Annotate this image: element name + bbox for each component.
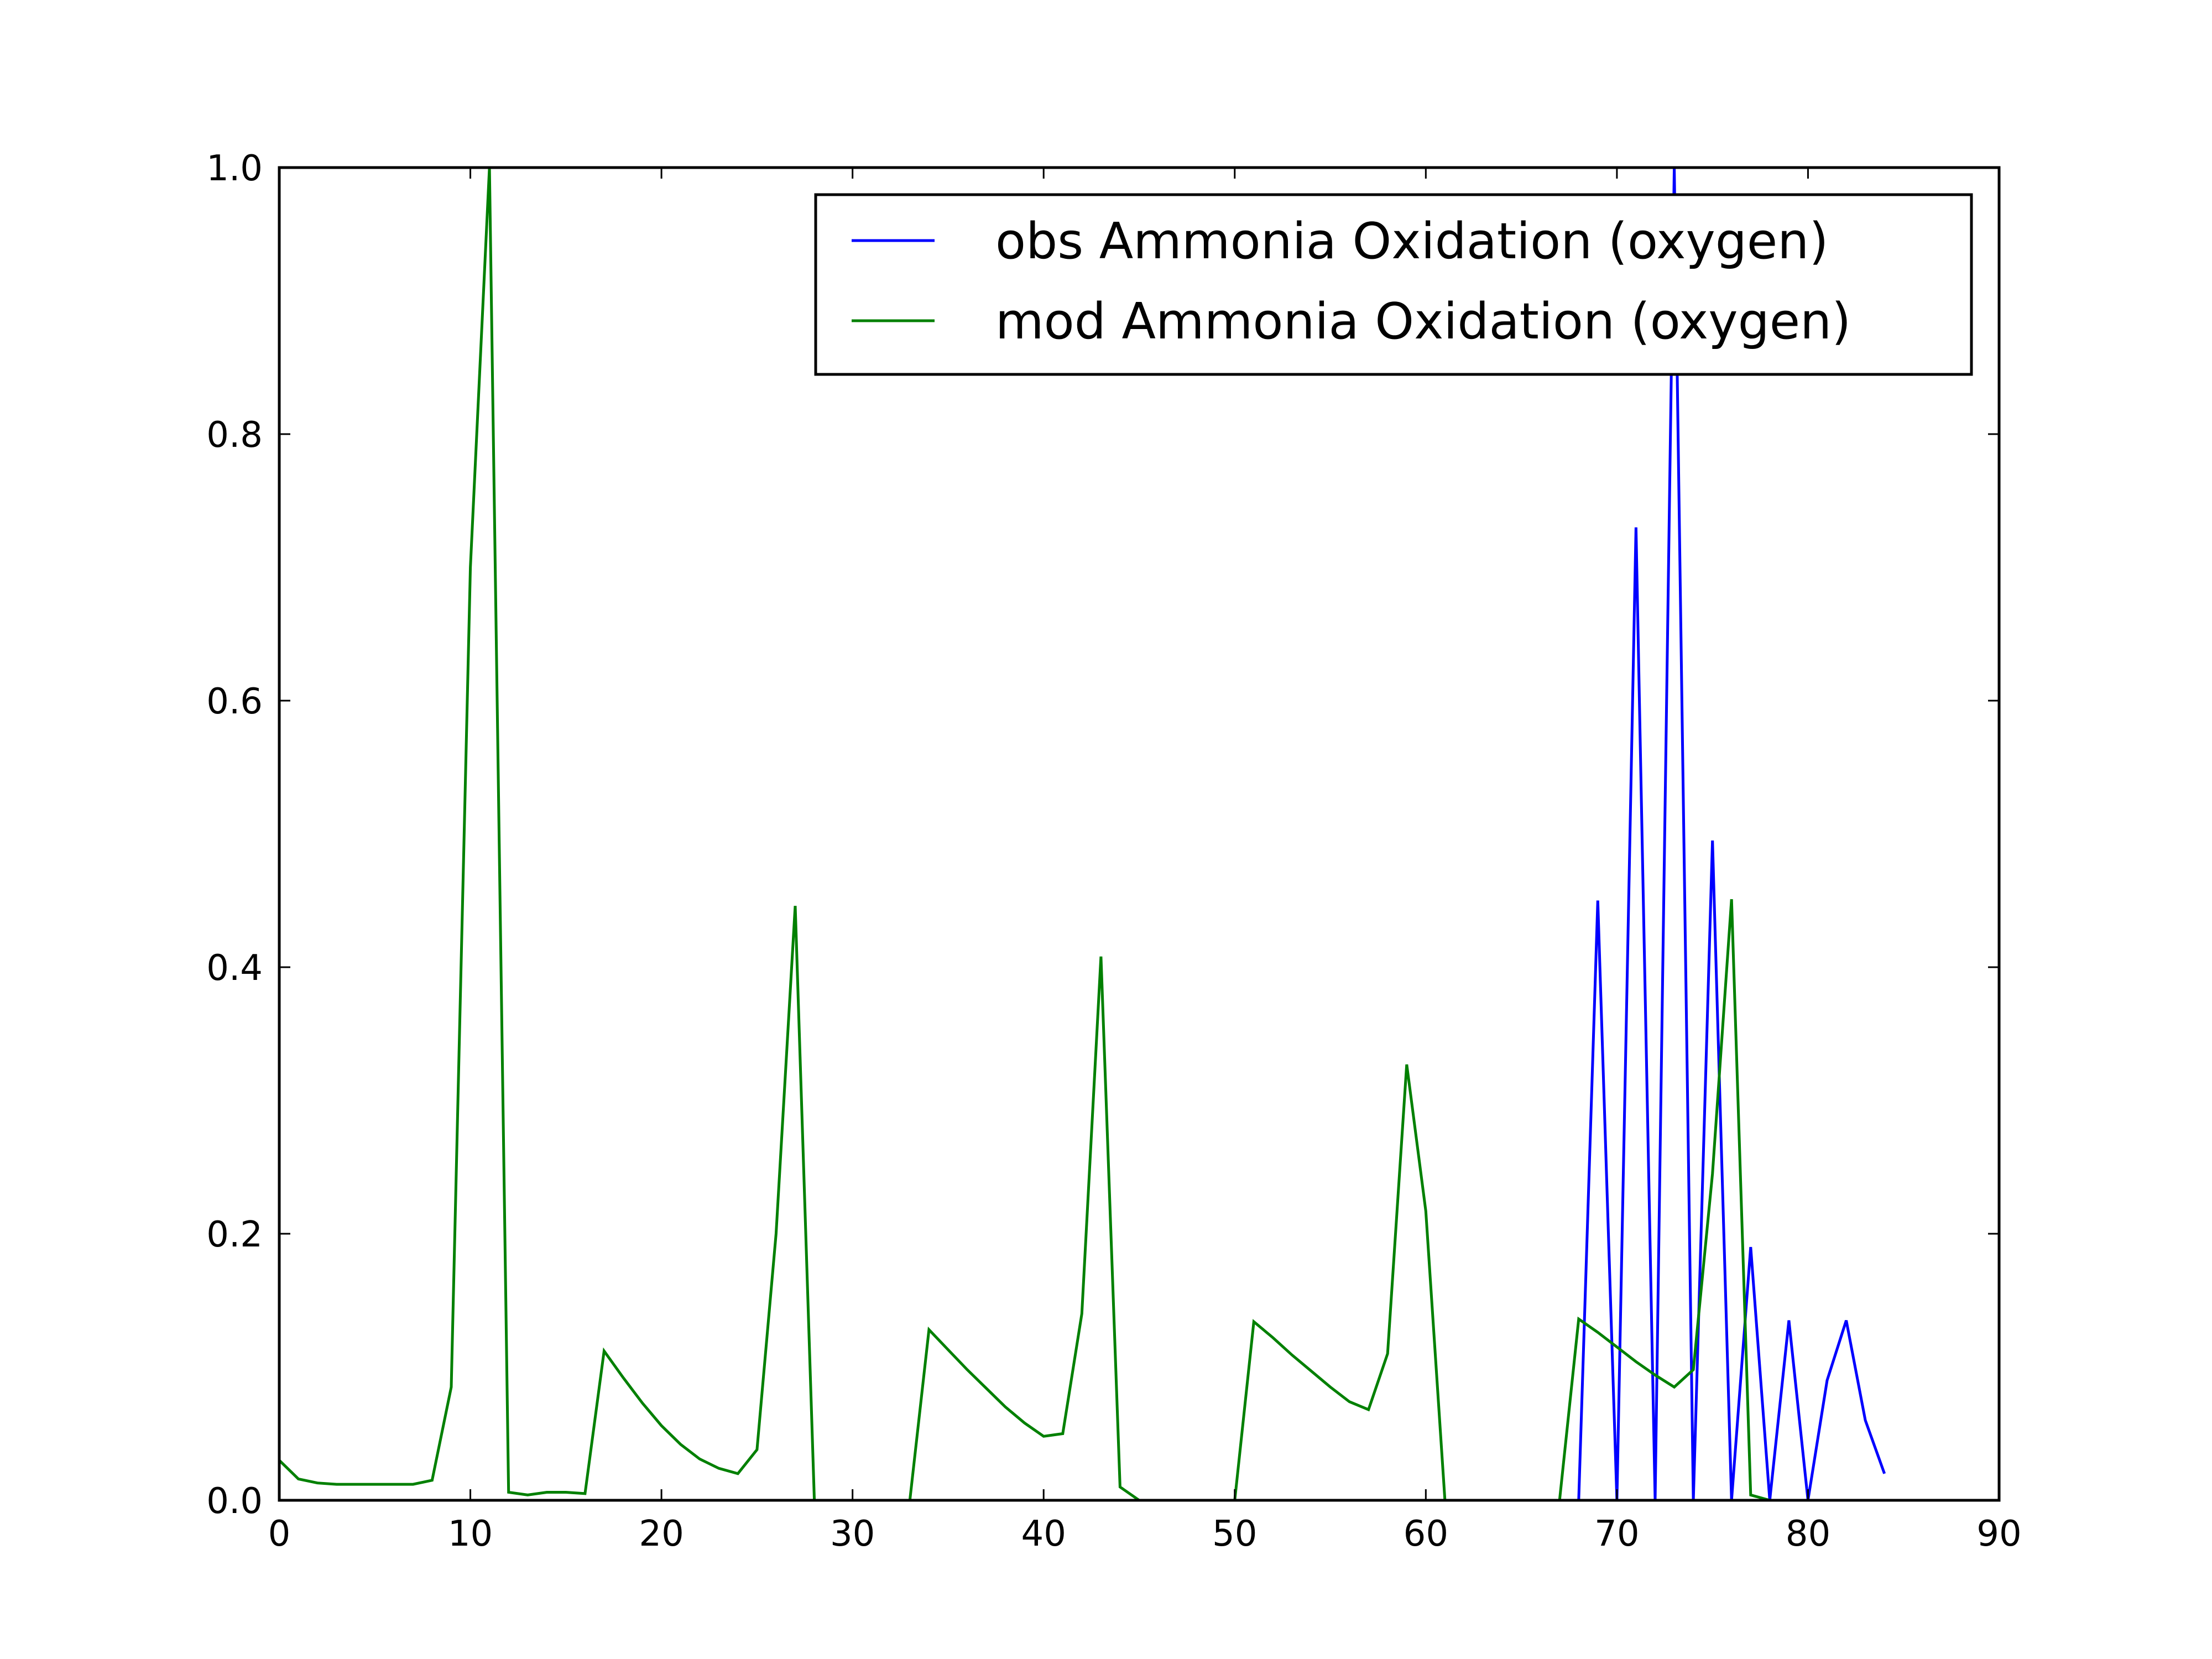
x-tick-label: 30 (830, 1514, 875, 1554)
legend-box (814, 193, 1973, 376)
legend-label-obs: obs Ammonia Oxidation (oxygen) (995, 212, 1828, 270)
x-tick-label: 0 (268, 1514, 291, 1554)
tick-layer: 0 10 20 30 40 50 60 70 80 90 0.0 0.2 0.4 0.6 0.8 1.0 (206, 148, 2022, 1554)
x-tick-label: 60 (1404, 1514, 1448, 1554)
legend: obs Ammonia Oxidation (oxygen) mod Ammon… (814, 193, 1973, 376)
y-tick-label: 1.0 (206, 148, 263, 189)
x-tick-label: 20 (639, 1514, 684, 1554)
y-tick-label: 0.8 (206, 415, 263, 456)
x-tick-label: 10 (448, 1514, 493, 1554)
y-tick-label: 0.2 (206, 1214, 263, 1255)
x-tick-label: 80 (1786, 1514, 1830, 1554)
y-tick-label: 0.6 (206, 681, 263, 722)
x-tick-label: 70 (1594, 1514, 1639, 1554)
y-tick-label: 0.0 (206, 1481, 263, 1522)
plot-area (279, 168, 1999, 1500)
legend-label-mod: mod Ammonia Oxidation (oxygen) (995, 293, 1851, 351)
plot-frame (278, 166, 2001, 1502)
series-line-0 (279, 167, 1886, 1502)
x-tick-label: 90 (1976, 1514, 2021, 1554)
x-tick-label: 40 (1021, 1514, 1066, 1554)
y-tick-label: 0.4 (206, 948, 263, 989)
x-tick-label: 50 (1212, 1514, 1257, 1554)
